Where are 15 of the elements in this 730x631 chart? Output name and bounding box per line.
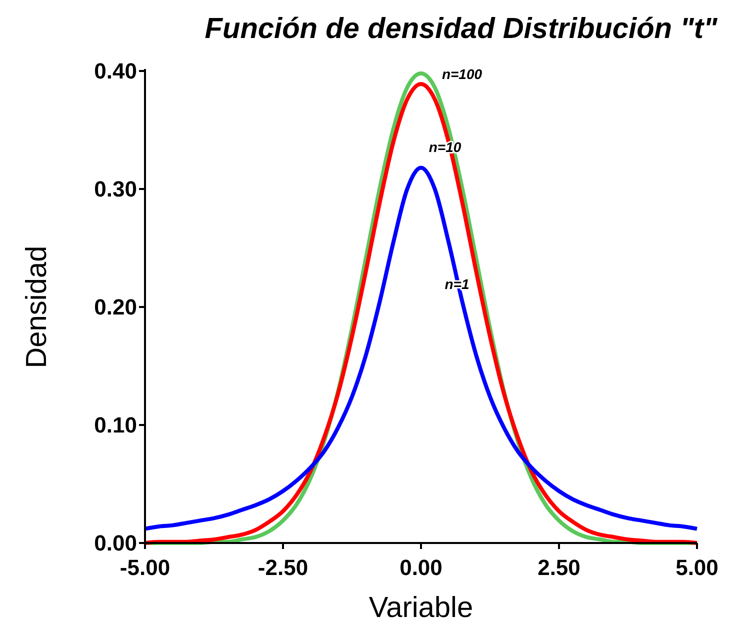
y-tick-label: 0.20	[94, 294, 137, 320]
x-tick-label: -5.00	[120, 555, 170, 580]
x-tick-label: 2.50	[538, 555, 580, 580]
x-tick-label: 5.00	[676, 555, 718, 580]
x-axis-title: Variable	[368, 592, 474, 624]
y-axis-title: Densidad	[21, 246, 53, 368]
y-tick-label: 0.10	[94, 412, 137, 438]
y-tick-label: 0.30	[94, 176, 137, 202]
y-tick-label: 0.00	[94, 530, 137, 556]
line-series	[143, 166, 699, 531]
x-tick-label: -2.50	[258, 555, 308, 580]
y-tick-label: 0.40	[94, 58, 137, 84]
chart-title: Función de densidad Distribución "t"	[204, 13, 718, 45]
x-tick-label: 0.00	[400, 555, 442, 580]
annotation: n=100	[442, 66, 482, 82]
